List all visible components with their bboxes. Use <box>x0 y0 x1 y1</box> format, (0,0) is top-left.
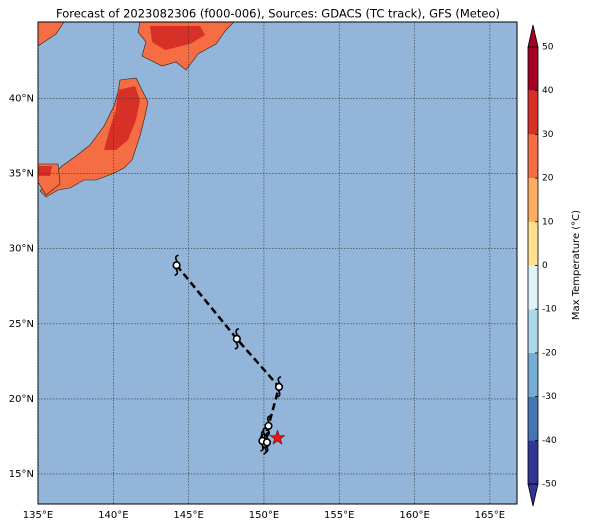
cyclone-symbol <box>232 328 241 350</box>
cyclone-eye <box>274 382 284 391</box>
x-tick-label: 135°E <box>23 510 53 521</box>
x-tick-label: 165°E <box>475 510 505 521</box>
cyclone-eye <box>232 334 241 343</box>
cyclone-symbol <box>258 430 267 452</box>
y-tick-label: 15°N <box>9 469 34 480</box>
cyclone-eye <box>262 438 272 447</box>
x-tick-label: 140°E <box>98 510 128 521</box>
colorbar-band <box>528 47 538 91</box>
cyclone-symbol <box>262 431 272 454</box>
colorbar-tick-label: -10 <box>542 305 557 315</box>
cyclone-eye <box>264 421 273 431</box>
colorbar-extend <box>527 483 539 507</box>
colorbar-band <box>528 90 538 135</box>
map-title: Forecast of 2023082306 (f000-006), Sourc… <box>56 7 500 21</box>
cyclone-symbol <box>274 376 284 398</box>
colorbar-tick-label: -50 <box>542 480 557 490</box>
x-tick-label: 160°E <box>399 510 429 521</box>
colorbar-band <box>528 396 538 441</box>
land-area <box>38 22 65 47</box>
x-tick-label: 150°E <box>249 510 279 521</box>
cyclone-symbol <box>264 415 273 437</box>
cyclone-eye <box>172 261 181 270</box>
colorbar-band <box>528 440 538 484</box>
current-position <box>269 429 286 445</box>
colorbar-extend <box>527 24 539 48</box>
colorbar-tick-label: 50 <box>542 43 554 53</box>
x-tick-label: 155°E <box>324 510 354 521</box>
colorbar-tick-label: -40 <box>542 436 557 446</box>
colorbar-tick-label: 0 <box>542 261 548 271</box>
y-tick-label: 35°N <box>9 169 34 180</box>
colorbar-band <box>528 352 538 397</box>
colorbar-label: Max Temperature (°C) <box>571 210 582 320</box>
y-tick-label: 20°N <box>9 394 34 405</box>
y-tick-label: 40°N <box>9 94 34 105</box>
x-tick-label: 145°E <box>173 510 203 521</box>
land-area <box>38 166 52 176</box>
land-area <box>104 86 140 150</box>
colorbar-tick-label: -30 <box>542 392 557 402</box>
y-tick-label: 30°N <box>9 244 34 255</box>
colorbar-tick-label: 40 <box>542 86 554 96</box>
y-tick-label: 25°N <box>9 319 34 330</box>
colorbar-tick-label: 30 <box>542 130 554 140</box>
colorbar-band <box>528 134 538 179</box>
colorbar-band <box>528 178 538 222</box>
colorbar-band <box>528 265 538 310</box>
colorbar-band <box>528 309 538 353</box>
colorbar-band <box>528 221 538 266</box>
colorbar-tick-label: 20 <box>542 174 554 184</box>
cyclone-symbol <box>172 254 181 277</box>
colorbar-tick-label: 10 <box>542 217 554 227</box>
colorbar-tick-label: -20 <box>542 348 557 358</box>
land <box>38 22 235 198</box>
land-area <box>150 26 205 50</box>
